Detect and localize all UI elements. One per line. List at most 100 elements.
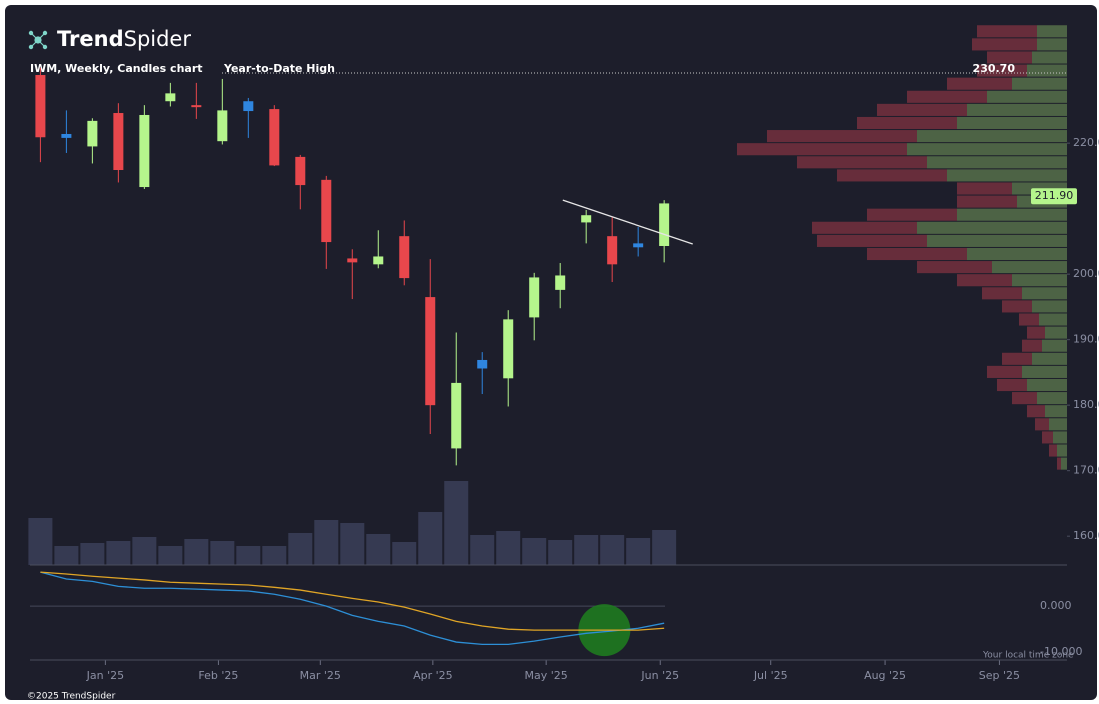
x-tick-label: Feb '25 (198, 669, 238, 682)
candle-body (243, 101, 254, 112)
chart-background (5, 5, 1097, 700)
profile-sell (1027, 326, 1045, 339)
candle-body (217, 110, 228, 142)
x-tick-label: Sep '25 (979, 669, 1020, 682)
profile-buy (917, 221, 1067, 234)
profile-sell (957, 182, 1012, 195)
last-price-label: 211.90 (1035, 189, 1074, 202)
y-tick-label: 220.00 (1073, 136, 1099, 149)
profile-buy (1057, 444, 1067, 457)
volume-bar (522, 538, 547, 565)
profile-buy (1012, 77, 1067, 90)
candle-body (477, 359, 488, 369)
x-tick-label: Apr '25 (413, 669, 453, 682)
y-tick-label: 170.00 (1073, 464, 1099, 477)
candle-body (87, 120, 98, 147)
volume-bar (106, 541, 131, 565)
candle-body (555, 275, 566, 290)
y-tick-label: 160.00 (1073, 529, 1099, 542)
x-tick-label: Jan '25 (86, 669, 124, 682)
profile-sell (957, 195, 1017, 208)
y2-tick-label: 0.000 (1040, 599, 1072, 612)
profile-buy (967, 247, 1067, 261)
profile-sell (867, 208, 957, 221)
volume-bar (288, 533, 313, 565)
volume-bar (652, 530, 677, 565)
x-tick-label: Aug '25 (864, 669, 906, 682)
candle-body (373, 256, 384, 265)
candle-body (399, 236, 410, 279)
candle-body (61, 133, 72, 138)
profile-sell (867, 247, 967, 261)
volume-bar (444, 481, 469, 565)
profile-buy (1039, 313, 1067, 326)
profile-sell (987, 365, 1022, 378)
candle-body (659, 203, 670, 246)
trendline (562, 199, 693, 245)
volume-bar (132, 537, 157, 565)
volume-bar (366, 534, 391, 565)
profile-sell (1019, 313, 1039, 326)
timezone-note: Your local time zone (982, 651, 1074, 661)
profile-sell (1027, 405, 1045, 418)
profile-buy (1037, 38, 1067, 51)
profile-buy (917, 130, 1067, 143)
profile-sell (947, 77, 1012, 90)
candle-body (295, 156, 306, 186)
candle-body (269, 109, 280, 166)
profile-buy (1012, 274, 1067, 287)
profile-sell (997, 378, 1027, 392)
y-tick-label: 190.00 (1073, 333, 1099, 346)
profile-sell (977, 25, 1037, 38)
profile-buy (1032, 352, 1067, 365)
candle-body (139, 114, 150, 188)
profile-sell (982, 287, 1022, 300)
x-tick-label: Jun '25 (640, 669, 679, 682)
logo-bold: Trend (57, 27, 124, 51)
volume-bar (314, 520, 339, 565)
logo-light: Spider (124, 27, 192, 51)
profile-sell (977, 64, 1027, 77)
volume-bar (262, 546, 287, 565)
profile-buy (1042, 339, 1067, 352)
profile-buy (907, 143, 1067, 156)
candle-body (607, 236, 618, 265)
profile-buy (967, 103, 1067, 116)
profile-sell (1002, 300, 1032, 313)
candle-body (425, 297, 436, 406)
candle-body (191, 105, 202, 108)
profile-buy (1061, 457, 1067, 470)
volume-bar (600, 535, 625, 565)
candle-body (321, 179, 332, 243)
profile-buy (1037, 392, 1067, 405)
candle-body (529, 277, 540, 318)
chart-title: IWM, Weekly, Candles chart (30, 62, 203, 75)
profile-sell (1035, 418, 1049, 431)
profile-sell (1012, 392, 1037, 405)
volume-bar (392, 542, 417, 565)
x-tick-label: Jul '25 (753, 669, 788, 682)
candle-body (113, 113, 124, 171)
profile-buy (1049, 418, 1067, 431)
profile-sell (1022, 339, 1042, 352)
profile-buy (927, 234, 1067, 247)
copyright: ©2025 TrendSpider (27, 692, 116, 702)
volume-bar (548, 540, 573, 565)
candle-body (451, 382, 462, 449)
candle-body (633, 243, 644, 248)
profile-sell (1042, 431, 1053, 444)
profile-buy (1027, 64, 1067, 77)
y-tick-label: 180.00 (1073, 398, 1099, 411)
profile-buy (1032, 300, 1067, 313)
profile-sell (1002, 352, 1032, 365)
profile-sell (1049, 444, 1057, 457)
profile-buy (1045, 405, 1067, 418)
y2-tick-label: -10.000 (1040, 645, 1082, 658)
logo-text: TrendSpider (57, 27, 191, 51)
profile-sell (857, 116, 957, 130)
profile-buy (1045, 326, 1067, 339)
volume-bar (340, 523, 365, 565)
logo-icon (28, 30, 48, 50)
profile-buy (957, 116, 1067, 130)
